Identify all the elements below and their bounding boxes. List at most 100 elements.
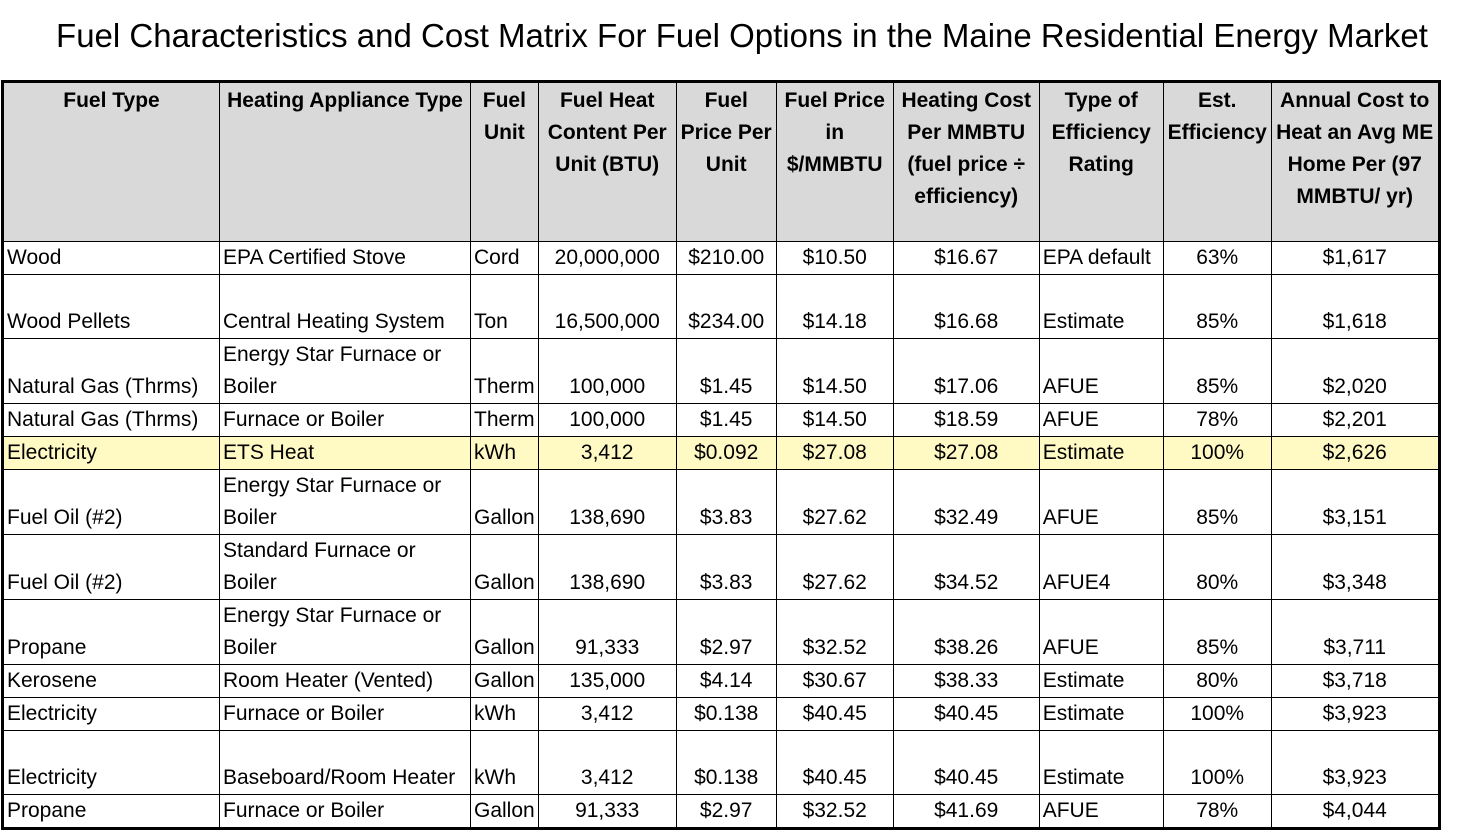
cell-price-per-unit: $4.14 — [675, 664, 777, 698]
cell-efficiency-type: AFUE — [1038, 469, 1164, 535]
cell-heating-cost: $32.49 — [892, 469, 1040, 535]
cell-price-mmbtu: $32.52 — [775, 599, 894, 665]
cell-est-efficiency: 63% — [1162, 241, 1272, 275]
cell-price-per-unit: $0.138 — [675, 730, 777, 795]
cell-price-per-unit: $2.97 — [675, 599, 777, 665]
cell-annual-cost: $3,718 — [1270, 664, 1440, 698]
cell-fuel-unit: Ton — [470, 274, 539, 339]
cell-efficiency-type: Estimate — [1038, 274, 1164, 339]
cell-annual-cost: $3,923 — [1270, 730, 1440, 795]
cell-heat-content: 3,412 — [537, 436, 677, 470]
table-row: Kerosene Room Heater (Vented) Gallon 135… — [2, 664, 1440, 698]
cell-heat-content: 100,000 — [537, 403, 677, 437]
cell-fuel-type: Electricity — [2, 730, 220, 795]
table-row: Wood Pellets Central Heating System Ton … — [2, 274, 1440, 339]
cell-heat-content: 100,000 — [537, 338, 677, 404]
cell-price-mmbtu: $10.50 — [775, 241, 894, 275]
cell-appliance-type: Furnace or Boiler — [219, 697, 471, 731]
cell-annual-cost: $1,618 — [1270, 274, 1440, 339]
cell-fuel-type: Electricity — [2, 697, 220, 731]
cell-heat-content: 91,333 — [537, 599, 677, 665]
cell-fuel-unit: Therm — [470, 338, 539, 404]
col-annual-cost: Annual Cost to Heat an Avg ME Home Per (… — [1270, 81, 1440, 242]
cell-est-efficiency: 80% — [1162, 534, 1272, 600]
cell-price-mmbtu: $27.62 — [775, 534, 894, 600]
header-row: Fuel Type Heating Appliance Type Fuel Un… — [2, 81, 1440, 242]
cell-fuel-unit: kWh — [470, 436, 539, 470]
cell-price-per-unit: $210.00 — [675, 241, 777, 275]
cell-fuel-unit: Gallon — [470, 794, 539, 829]
col-price-mmbtu: Fuel Price in $/MMBTU — [775, 81, 894, 242]
table-row: Propane Energy Star Furnace or Boiler Ga… — [2, 599, 1440, 665]
cell-heating-cost: $16.68 — [892, 274, 1040, 339]
cell-price-per-unit: $2.97 — [675, 794, 777, 829]
cell-fuel-type: Electricity — [2, 436, 220, 470]
cell-fuel-type: Fuel Oil (#2) — [2, 469, 220, 535]
cell-annual-cost: $2,626 — [1270, 436, 1440, 470]
cell-efficiency-type: Estimate — [1038, 697, 1164, 731]
cell-appliance-type: Baseboard/Room Heater — [219, 730, 471, 795]
cell-est-efficiency: 85% — [1162, 469, 1272, 535]
cell-fuel-unit: Cord — [470, 241, 539, 275]
cell-fuel-type: Natural Gas (Thrms) — [2, 338, 220, 404]
col-est-efficiency: Est. Efficiency — [1162, 81, 1272, 242]
cell-annual-cost: $3,348 — [1270, 534, 1440, 600]
cell-appliance-type: Energy Star Furnace or Boiler — [219, 338, 471, 404]
cell-efficiency-type: AFUE4 — [1038, 534, 1164, 600]
cell-price-per-unit: $0.092 — [675, 436, 777, 470]
cell-annual-cost: $3,151 — [1270, 469, 1440, 535]
cell-est-efficiency: 100% — [1162, 730, 1272, 795]
cell-price-per-unit: $234.00 — [675, 274, 777, 339]
cell-heat-content: 138,690 — [537, 534, 677, 600]
cell-appliance-type: Energy Star Furnace or Boiler — [219, 469, 471, 535]
cell-heating-cost: $40.45 — [892, 730, 1040, 795]
cell-price-mmbtu: $27.62 — [775, 469, 894, 535]
cell-efficiency-type: EPA default — [1038, 241, 1164, 275]
cell-efficiency-type: Estimate — [1038, 730, 1164, 795]
cell-fuel-type: Propane — [2, 599, 220, 665]
cell-heating-cost: $27.08 — [892, 436, 1040, 470]
cell-price-mmbtu: $14.50 — [775, 403, 894, 437]
cell-heating-cost: $34.52 — [892, 534, 1040, 600]
cell-est-efficiency: 100% — [1162, 697, 1272, 731]
cell-price-per-unit: $1.45 — [675, 338, 777, 404]
cell-heat-content: 138,690 — [537, 469, 677, 535]
cell-heat-content: 135,000 — [537, 664, 677, 698]
table-row-highlighted: Electricity ETS Heat kWh 3,412 $0.092 $2… — [2, 436, 1440, 470]
col-heat-content: Fuel Heat Content Per Unit (BTU) — [537, 81, 677, 242]
cell-price-per-unit: $3.83 — [675, 534, 777, 600]
cell-price-mmbtu: $40.45 — [775, 730, 894, 795]
cell-appliance-type: Room Heater (Vented) — [219, 664, 471, 698]
cell-heating-cost: $38.33 — [892, 664, 1040, 698]
cell-price-per-unit: $0.138 — [675, 697, 777, 731]
cell-price-per-unit: $3.83 — [675, 469, 777, 535]
cell-heating-cost: $38.26 — [892, 599, 1040, 665]
table-row: Electricity Furnace or Boiler kWh 3,412 … — [2, 697, 1440, 731]
cell-annual-cost: $3,923 — [1270, 697, 1440, 731]
cell-price-mmbtu: $30.67 — [775, 664, 894, 698]
cell-heat-content: 20,000,000 — [537, 241, 677, 275]
cell-efficiency-type: AFUE — [1038, 338, 1164, 404]
table-row: Propane Furnace or Boiler Gallon 91,333 … — [2, 794, 1440, 829]
cell-fuel-unit: Therm — [470, 403, 539, 437]
cell-price-per-unit: $1.45 — [675, 403, 777, 437]
cell-est-efficiency: 78% — [1162, 794, 1272, 829]
table-row: Natural Gas (Thrms) Energy Star Furnace … — [2, 338, 1440, 404]
col-heating-cost: Heating Cost Per MMBTU (fuel price ÷ eff… — [892, 81, 1040, 242]
cell-appliance-type: ETS Heat — [219, 436, 471, 470]
col-appliance-type: Heating Appliance Type — [219, 81, 471, 242]
cell-annual-cost: $1,617 — [1270, 241, 1440, 275]
cell-annual-cost: $4,044 — [1270, 794, 1440, 829]
cell-fuel-unit: Gallon — [470, 599, 539, 665]
cell-appliance-type: Central Heating System — [219, 274, 471, 339]
cell-heat-content: 16,500,000 — [537, 274, 677, 339]
table-row: Electricity Baseboard/Room Heater kWh 3,… — [2, 730, 1440, 795]
cell-heat-content: 3,412 — [537, 730, 677, 795]
cell-efficiency-type: Estimate — [1038, 664, 1164, 698]
cell-heat-content: 3,412 — [537, 697, 677, 731]
cell-appliance-type: Furnace or Boiler — [219, 794, 471, 829]
cell-est-efficiency: 78% — [1162, 403, 1272, 437]
cell-annual-cost: $2,201 — [1270, 403, 1440, 437]
cell-appliance-type: Furnace or Boiler — [219, 403, 471, 437]
cell-appliance-type: Standard Furnace or Boiler — [219, 534, 471, 600]
